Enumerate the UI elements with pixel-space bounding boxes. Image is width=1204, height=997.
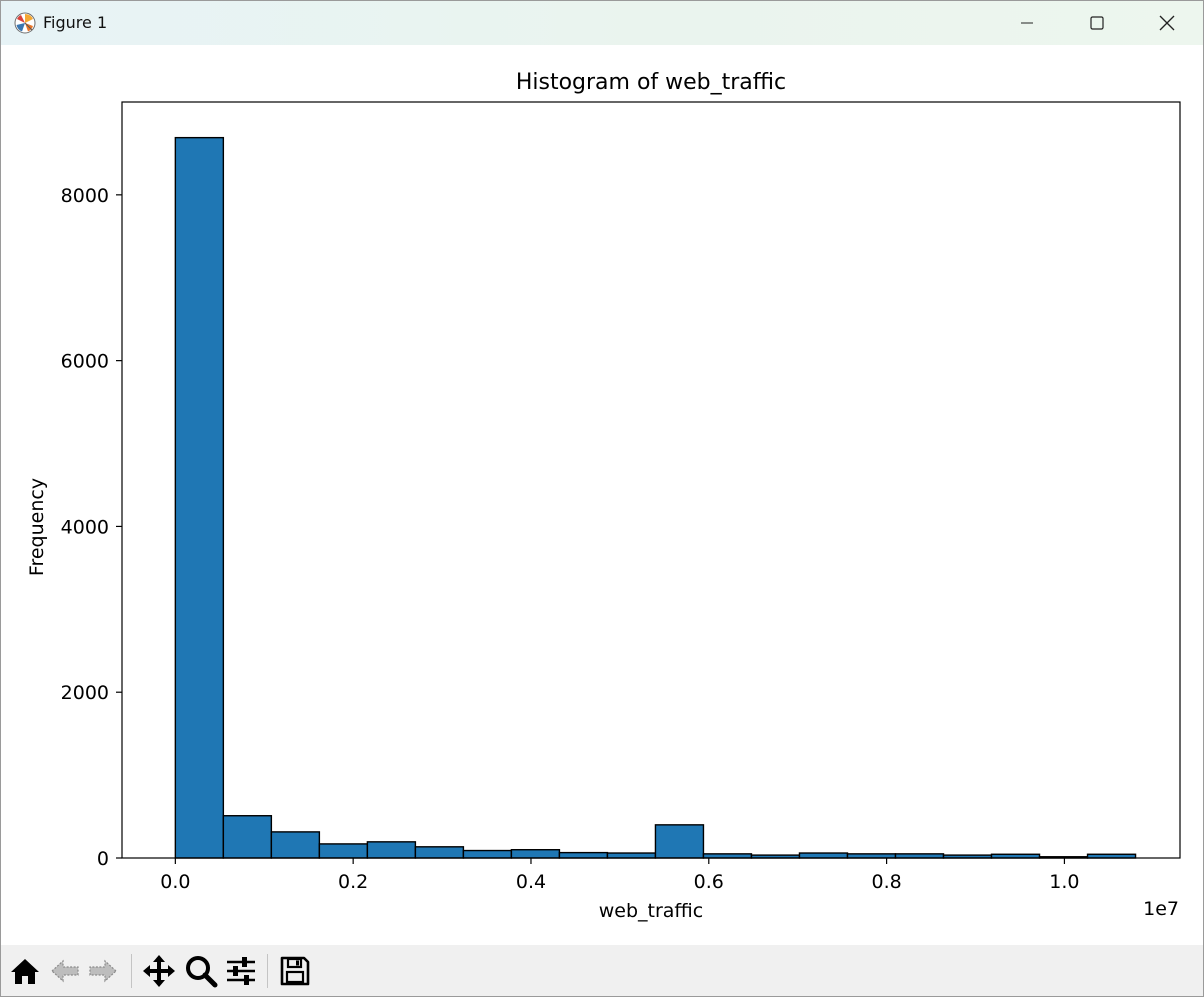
histogram-bar xyxy=(558,851,609,859)
toolbar-separator xyxy=(131,954,132,988)
save-icon xyxy=(279,955,311,987)
histogram-bar xyxy=(510,849,561,859)
home-icon xyxy=(9,955,41,987)
close-icon xyxy=(1158,14,1176,32)
pan-icon xyxy=(142,954,176,988)
x-tick-label: 1.0 xyxy=(1049,871,1079,893)
back-arrow-icon xyxy=(49,955,81,987)
histogram-bar xyxy=(654,824,705,859)
y-tick-label: 4000 xyxy=(61,516,109,538)
pan-button[interactable] xyxy=(141,953,177,989)
x-tick-label: 0.0 xyxy=(160,871,190,893)
histogram-bar xyxy=(222,815,273,859)
maximize-button[interactable] xyxy=(1063,1,1131,45)
histogram-bar xyxy=(606,852,657,859)
home-button[interactable] xyxy=(7,953,43,989)
x-tick-label: 0.6 xyxy=(694,871,724,893)
x-tick-label: 0.8 xyxy=(871,871,901,893)
minimize-icon xyxy=(1019,15,1035,31)
y-axis-label: Frequency xyxy=(26,478,48,576)
histogram-bar xyxy=(174,136,225,859)
histogram-bar xyxy=(462,849,513,859)
minimize-button[interactable] xyxy=(993,1,1061,45)
forward-arrow-icon xyxy=(87,955,119,987)
figure-canvas[interactable]: Histogram of web_traffic 0.0 0.2 0.4 0.6 0.8… xyxy=(1,45,1203,945)
navigation-toolbar xyxy=(1,945,1203,996)
maximize-icon xyxy=(1089,15,1105,31)
zoom-button[interactable] xyxy=(183,953,219,989)
title-bar[interactable]: Figure 1 xyxy=(1,1,1203,45)
chart-title: Histogram of web_traffic xyxy=(516,70,786,95)
x-axis-offset-label: 1e7 xyxy=(1143,898,1179,920)
histogram-chart: Histogram of web_traffic 0.0 0.2 0.4 0.6 0.8… xyxy=(26,70,1181,922)
y-tick-label: 6000 xyxy=(61,351,109,373)
back-button[interactable] xyxy=(47,953,83,989)
zoom-icon xyxy=(184,954,218,988)
y-tick-label: 2000 xyxy=(61,682,109,704)
y-axis-ticks: 0 2000 4000 6000 8000 xyxy=(61,185,122,870)
toolbar-separator xyxy=(267,954,268,988)
histogram-bar xyxy=(270,831,321,859)
save-button[interactable] xyxy=(277,953,313,989)
matplotlib-logo-icon xyxy=(14,12,36,34)
y-tick-label: 0 xyxy=(97,848,109,870)
forward-button[interactable] xyxy=(85,953,121,989)
histogram-bar xyxy=(702,853,753,859)
configure-subplots-icon xyxy=(225,955,257,987)
configure-subplots-button[interactable] xyxy=(223,953,259,989)
x-tick-label: 0.2 xyxy=(338,871,368,893)
histogram-bar xyxy=(894,853,945,859)
histogram-bar xyxy=(366,841,417,859)
window-title: Figure 1 xyxy=(43,13,108,32)
x-axis-label: web_traffic xyxy=(599,900,704,922)
x-tick-label: 0.4 xyxy=(516,871,546,893)
histogram-bar xyxy=(318,843,369,859)
y-tick-label: 8000 xyxy=(61,185,109,207)
histogram-bar xyxy=(846,853,897,859)
close-button[interactable] xyxy=(1133,1,1201,45)
histogram-bar xyxy=(798,852,849,859)
histogram-bar xyxy=(414,846,465,859)
x-axis-ticks: 0.0 0.2 0.4 0.6 0.8 1.0 xyxy=(160,858,1080,893)
axes-frame xyxy=(121,101,1181,859)
bars-group xyxy=(174,136,1137,859)
